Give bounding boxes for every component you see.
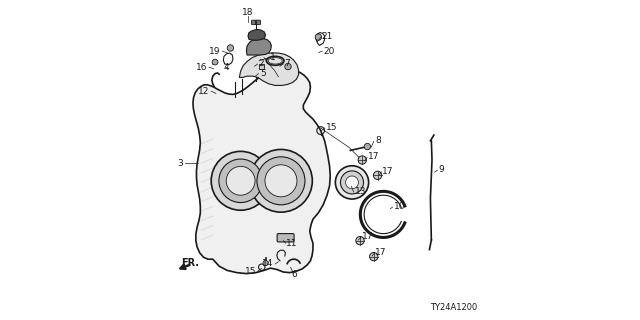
Text: TY24A1200: TY24A1200 [429, 303, 477, 312]
Text: 13: 13 [355, 188, 366, 196]
Text: 17: 17 [368, 152, 380, 161]
Text: 1: 1 [270, 53, 276, 62]
Text: 9: 9 [438, 165, 444, 174]
Text: 14: 14 [262, 260, 274, 268]
Text: 8: 8 [375, 136, 381, 145]
Circle shape [263, 260, 268, 266]
Circle shape [346, 176, 358, 189]
Text: 21: 21 [322, 32, 333, 41]
FancyBboxPatch shape [252, 20, 260, 25]
Text: FR.: FR. [181, 258, 199, 268]
Circle shape [250, 149, 312, 212]
Text: 7: 7 [284, 60, 290, 68]
Circle shape [356, 236, 364, 245]
Text: 16: 16 [196, 63, 207, 72]
Circle shape [227, 166, 255, 195]
Circle shape [227, 45, 234, 51]
Text: 2: 2 [259, 60, 264, 68]
Circle shape [374, 171, 382, 180]
Circle shape [211, 151, 270, 210]
Polygon shape [193, 69, 330, 274]
Circle shape [358, 156, 367, 164]
Circle shape [315, 34, 321, 40]
Text: 17: 17 [375, 248, 387, 257]
Circle shape [370, 252, 378, 261]
Text: 5: 5 [260, 69, 266, 78]
Circle shape [364, 143, 371, 150]
Text: 17: 17 [383, 167, 394, 176]
Circle shape [265, 165, 297, 197]
Text: 17: 17 [362, 232, 373, 241]
Polygon shape [246, 38, 271, 55]
Text: 3: 3 [177, 159, 183, 168]
Text: 20: 20 [323, 47, 335, 56]
Text: 19: 19 [209, 47, 220, 56]
Polygon shape [239, 53, 298, 85]
Text: 6: 6 [291, 270, 296, 279]
Circle shape [285, 63, 291, 70]
Circle shape [257, 157, 305, 205]
Circle shape [212, 59, 218, 65]
Text: 10: 10 [394, 202, 405, 211]
Circle shape [219, 159, 262, 203]
Text: 18: 18 [243, 8, 253, 17]
Text: 12: 12 [198, 87, 210, 96]
Text: 4: 4 [224, 63, 230, 72]
Text: 15: 15 [326, 124, 337, 132]
Text: 11: 11 [287, 239, 298, 248]
FancyBboxPatch shape [259, 64, 264, 69]
Text: 15: 15 [244, 267, 256, 276]
Circle shape [335, 166, 369, 199]
FancyBboxPatch shape [277, 234, 294, 242]
Polygon shape [248, 29, 266, 40]
Circle shape [340, 171, 364, 194]
